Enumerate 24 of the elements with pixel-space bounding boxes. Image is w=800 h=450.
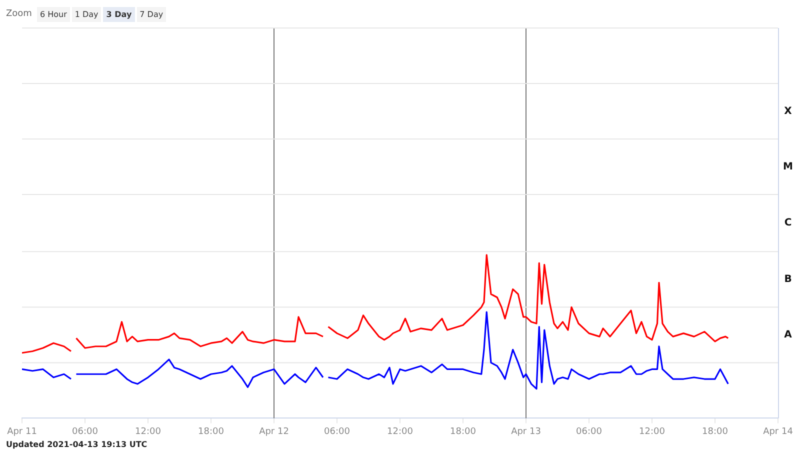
x-tick-label: 12:00	[387, 426, 414, 437]
text: C	[784, 218, 792, 229]
text: 1 Day	[72, 6, 102, 22]
x-tick-label: Apr 14	[763, 426, 794, 437]
text: X	[784, 106, 792, 117]
text: Zoom	[6, 9, 32, 19]
x-tick-label: 06:00	[324, 426, 350, 437]
x-tick-label: 06:00	[72, 426, 98, 437]
x-tick-label: Apr 12	[259, 426, 289, 437]
text: 3 Day	[103, 6, 135, 22]
text: Updated 2021-04-13 19:13 UTC	[6, 440, 148, 449]
text: B	[784, 274, 792, 286]
x-tick-label: 18:00	[450, 426, 476, 437]
x-tick-label: Apr 11	[7, 426, 37, 437]
text: 6 Hour	[36, 6, 70, 22]
x-tick-label: Apr 13	[511, 426, 541, 437]
x-tick-label: 06:00	[576, 426, 602, 437]
text: 7 Day	[136, 6, 166, 22]
x-tick-label: 12:00	[639, 426, 666, 437]
x-tick-label: 18:00	[198, 426, 224, 437]
x-tick-label: 12:00	[135, 426, 162, 437]
x-tick-label: 18:00	[702, 426, 728, 437]
text: M	[783, 161, 794, 172]
text: A	[784, 330, 792, 341]
